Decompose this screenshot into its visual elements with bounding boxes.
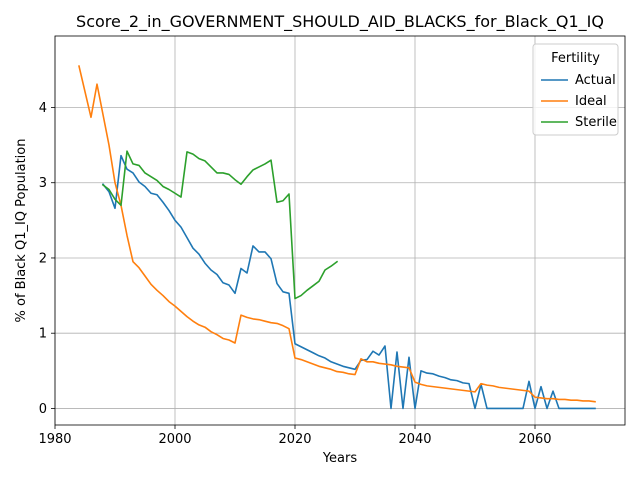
chart-title: Score_2_in_GOVERNMENT_SHOULD_AID_BLACKS_… [76,12,604,32]
x-axis: 1980 2000 2020 2040 2060 [38,425,552,447]
y-tick-label: 1 [39,327,47,342]
legend-entry-sterile: Sterile [575,115,617,130]
series-layer [78,65,596,410]
x-tick-label: 2000 [158,432,191,447]
y-axis: 0 1 2 3 4 [39,101,55,417]
legend-entry-ideal: Ideal [575,94,607,109]
legend-title: Fertility [551,51,600,66]
x-tick-label: 2020 [278,432,311,447]
x-tick-label: 2060 [518,432,551,447]
y-axis-label: % of Black Q1_IQ Population [14,139,29,323]
y-tick-label: 4 [39,101,47,116]
legend-entry-actual: Actual [575,73,616,88]
y-tick-label: 0 [39,402,47,417]
grid [54,36,625,425]
y-tick-label: 2 [39,251,47,266]
x-tick-label: 1980 [38,432,71,447]
y-tick-label: 3 [39,176,47,191]
x-tick-label: 2040 [398,432,431,447]
plot-frame [54,35,626,426]
legend: Fertility Actual Ideal Sterile [532,43,619,136]
series-line-ideal [78,65,596,403]
x-axis-label: Years [322,451,358,466]
series-line-actual [101,154,596,410]
legend-box [532,43,619,136]
series-line-sterile [101,150,339,300]
